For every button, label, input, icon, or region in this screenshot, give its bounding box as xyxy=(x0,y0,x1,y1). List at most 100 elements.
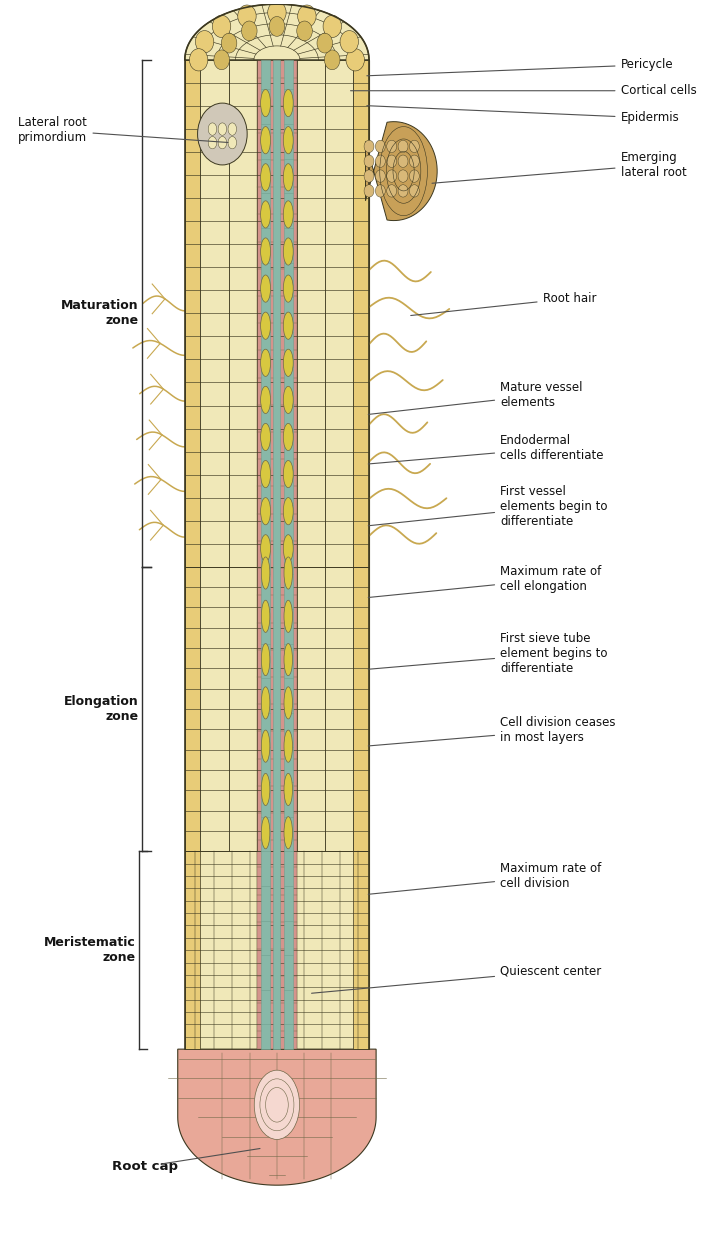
Bar xyxy=(185,566,200,852)
Polygon shape xyxy=(178,1050,376,1185)
Polygon shape xyxy=(185,4,369,60)
Ellipse shape xyxy=(261,275,271,303)
Ellipse shape xyxy=(208,137,217,149)
Ellipse shape xyxy=(283,163,293,190)
Text: First vessel
elements begin to
differentiate: First vessel elements begin to different… xyxy=(368,484,608,528)
Ellipse shape xyxy=(284,817,292,849)
Bar xyxy=(274,60,281,1050)
Ellipse shape xyxy=(284,730,292,762)
Ellipse shape xyxy=(261,163,271,190)
Ellipse shape xyxy=(261,238,271,265)
Ellipse shape xyxy=(261,127,271,154)
Ellipse shape xyxy=(228,123,237,136)
Ellipse shape xyxy=(228,137,237,149)
Ellipse shape xyxy=(221,34,237,54)
Ellipse shape xyxy=(261,730,270,762)
Ellipse shape xyxy=(284,687,292,718)
Text: Root cap: Root cap xyxy=(112,1160,178,1173)
Bar xyxy=(325,60,354,566)
Text: Endodermal
cells differentiate: Endodermal cells differentiate xyxy=(368,435,603,464)
Ellipse shape xyxy=(283,423,293,451)
Ellipse shape xyxy=(325,50,340,70)
Bar xyxy=(229,566,257,852)
Bar xyxy=(261,60,270,1050)
Ellipse shape xyxy=(340,31,359,52)
Ellipse shape xyxy=(261,200,271,228)
Text: Maximum rate of
cell division: Maximum rate of cell division xyxy=(368,862,601,894)
Ellipse shape xyxy=(387,169,397,182)
Ellipse shape xyxy=(283,386,293,413)
Ellipse shape xyxy=(283,461,293,488)
Ellipse shape xyxy=(238,5,256,27)
Ellipse shape xyxy=(364,141,374,153)
Bar xyxy=(200,60,229,566)
Bar xyxy=(297,60,325,566)
Ellipse shape xyxy=(410,141,419,153)
Ellipse shape xyxy=(283,200,293,228)
Bar xyxy=(354,566,369,852)
Ellipse shape xyxy=(283,275,293,303)
Ellipse shape xyxy=(375,156,385,167)
Ellipse shape xyxy=(364,169,374,182)
Ellipse shape xyxy=(261,461,271,488)
Ellipse shape xyxy=(346,49,364,71)
Bar xyxy=(325,566,354,852)
Bar xyxy=(284,60,293,1050)
Ellipse shape xyxy=(261,687,270,718)
Bar xyxy=(229,60,257,566)
Ellipse shape xyxy=(375,184,385,197)
Text: Elongation
zone: Elongation zone xyxy=(64,695,139,723)
Text: Lateral root
primordium: Lateral root primordium xyxy=(18,116,228,144)
Ellipse shape xyxy=(261,386,271,413)
Ellipse shape xyxy=(261,644,270,676)
Bar xyxy=(185,60,369,1050)
Text: Cortical cells: Cortical cells xyxy=(351,85,696,97)
Ellipse shape xyxy=(364,184,374,197)
Ellipse shape xyxy=(197,103,247,164)
Ellipse shape xyxy=(260,1079,294,1130)
Bar xyxy=(257,852,297,1050)
Ellipse shape xyxy=(283,498,293,525)
Text: Pericycle: Pericycle xyxy=(366,59,673,76)
Polygon shape xyxy=(366,122,437,220)
Ellipse shape xyxy=(283,312,293,340)
Ellipse shape xyxy=(218,137,227,149)
Ellipse shape xyxy=(284,557,292,589)
Ellipse shape xyxy=(261,349,271,376)
Ellipse shape xyxy=(218,123,227,136)
Ellipse shape xyxy=(261,423,271,451)
Text: Mature vessel
elements: Mature vessel elements xyxy=(368,381,582,415)
Ellipse shape xyxy=(241,21,257,41)
Ellipse shape xyxy=(212,15,231,37)
Ellipse shape xyxy=(398,184,408,197)
Ellipse shape xyxy=(261,817,270,849)
Text: Cell division ceases
in most layers: Cell division ceases in most layers xyxy=(368,716,616,746)
Ellipse shape xyxy=(208,123,217,136)
Ellipse shape xyxy=(375,169,385,182)
Text: Epidermis: Epidermis xyxy=(366,106,679,124)
Ellipse shape xyxy=(375,141,385,153)
Ellipse shape xyxy=(261,90,271,117)
Bar xyxy=(297,566,325,852)
Ellipse shape xyxy=(283,534,293,561)
Bar xyxy=(185,852,369,1050)
Text: Quiescent center: Quiescent center xyxy=(312,965,601,994)
Ellipse shape xyxy=(410,156,419,167)
Ellipse shape xyxy=(254,1071,300,1139)
Ellipse shape xyxy=(214,50,230,70)
Ellipse shape xyxy=(261,534,271,561)
Ellipse shape xyxy=(297,21,312,41)
Bar xyxy=(185,852,200,1050)
Ellipse shape xyxy=(387,141,397,153)
Ellipse shape xyxy=(284,644,292,676)
Ellipse shape xyxy=(284,773,292,806)
Ellipse shape xyxy=(261,773,270,806)
Text: Maximum rate of
cell elongation: Maximum rate of cell elongation xyxy=(368,565,601,598)
Text: Emerging
lateral root: Emerging lateral root xyxy=(432,151,686,183)
Ellipse shape xyxy=(266,1087,288,1122)
Ellipse shape xyxy=(398,141,408,153)
Text: Root hair: Root hair xyxy=(410,293,596,315)
Ellipse shape xyxy=(283,349,293,376)
Ellipse shape xyxy=(261,498,271,525)
Ellipse shape xyxy=(189,49,208,71)
